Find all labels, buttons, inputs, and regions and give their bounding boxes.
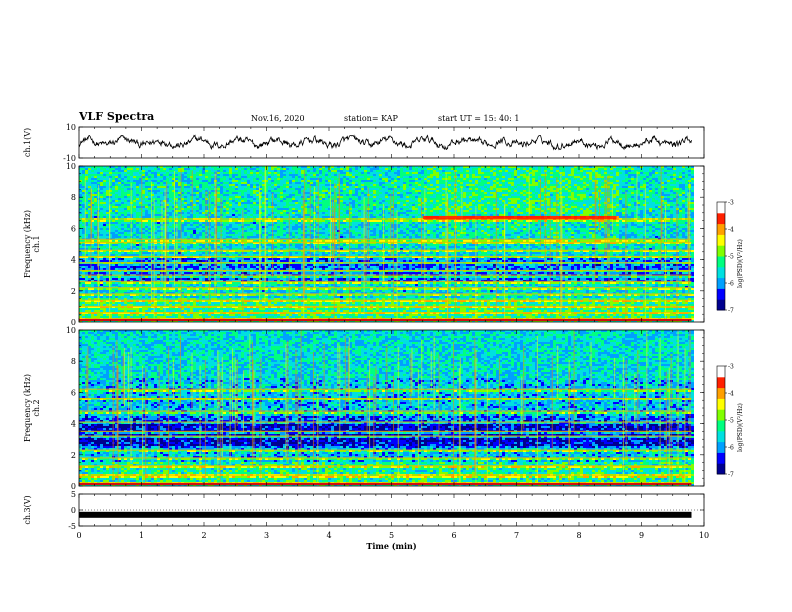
tone-line bbox=[79, 281, 692, 282]
ch1-spectrogram-panel: -3-4-5-6-7log(PSD)(V²/Hz)0246810ch.1Freq… bbox=[23, 162, 744, 327]
ch1-waveform-frame bbox=[79, 127, 704, 158]
x-tick-label: 7 bbox=[514, 531, 519, 540]
ch2-spectrogram-panel: -3-4-5-6-7log(PSD)(V²/Hz)0246810ch.2Freq… bbox=[23, 326, 744, 491]
tone-line bbox=[79, 275, 692, 276]
colorbar-tick-label: -6 bbox=[728, 445, 734, 452]
tone-line bbox=[79, 421, 692, 422]
colorbar-tick-label: -4 bbox=[728, 391, 734, 398]
tone-line bbox=[79, 256, 692, 257]
y-tick-label: 10 bbox=[66, 162, 76, 171]
x-axis-label: Time (min) bbox=[366, 541, 416, 551]
y-tick-label: 5 bbox=[71, 490, 76, 499]
colorbar-tick-label: -4 bbox=[728, 227, 734, 234]
y-tick-label: 2 bbox=[71, 451, 76, 460]
y-tick-label: 2 bbox=[71, 287, 76, 296]
y-tick-label: 0 bbox=[71, 506, 76, 515]
x-tick-label: 0 bbox=[76, 531, 81, 540]
tone-line bbox=[79, 398, 692, 399]
x-tick-label: 3 bbox=[264, 531, 269, 540]
x-tick-label: 1 bbox=[139, 531, 144, 540]
tone-line bbox=[79, 262, 692, 263]
tone-line bbox=[79, 270, 692, 271]
ch1-spectrogram-cells bbox=[79, 166, 694, 322]
y-tick-label: 8 bbox=[71, 193, 76, 202]
ch2-spectrogram-colorbar: -3 -4 -5 -6 -7 log(PSD)(V²/Hz) bbox=[717, 364, 744, 479]
colorbar-tick-label: -7 bbox=[728, 472, 734, 479]
tone-line bbox=[79, 457, 692, 458]
tone-line bbox=[79, 239, 692, 240]
x-tick-label: 10 bbox=[699, 531, 709, 540]
y-axis-label: ch.2 bbox=[32, 399, 41, 416]
y-tick-label: 4 bbox=[71, 256, 76, 265]
x-tick-label: 8 bbox=[576, 531, 581, 540]
tone-line bbox=[79, 431, 692, 432]
colorbar-tick-label: -3 bbox=[728, 200, 734, 207]
y-axis-label: ch.1(V) bbox=[23, 128, 32, 157]
x-tick-label: 6 bbox=[451, 531, 456, 540]
tone-line bbox=[79, 474, 692, 475]
y-tick-label: 6 bbox=[71, 388, 76, 397]
tone-line bbox=[79, 312, 692, 313]
tone-line bbox=[79, 287, 692, 288]
tone-line bbox=[79, 300, 692, 301]
y-axis-label: ch.3(V) bbox=[23, 495, 32, 524]
y-tick-label: -5 bbox=[68, 522, 76, 531]
colorbar-tick-label: -6 bbox=[728, 281, 734, 288]
y-tick-label: 10 bbox=[66, 123, 76, 132]
tone-line bbox=[79, 465, 692, 466]
baseline-band bbox=[79, 483, 692, 485]
x-tick-label: 4 bbox=[326, 531, 331, 540]
colorbar-label: log(PSD)(V²/Hz) bbox=[737, 403, 744, 452]
colorbar-tick-label: -3 bbox=[728, 364, 734, 371]
ch1-spectrogram-colorbar: -3 -4 -5 -6 -7 log(PSD)(V²/Hz) bbox=[717, 200, 744, 315]
strong-band bbox=[423, 216, 617, 219]
y-axis-label: Frequency (kHz) bbox=[23, 374, 32, 442]
colorbar-tick-label: -5 bbox=[728, 254, 734, 261]
ch1-trace-line bbox=[79, 136, 692, 150]
ch1-waveform-trace bbox=[79, 136, 692, 150]
tone-line bbox=[79, 242, 692, 243]
colorbar-tick-label: -7 bbox=[728, 308, 734, 315]
tone-line bbox=[79, 250, 692, 251]
tone-line bbox=[79, 293, 692, 294]
tone-line bbox=[79, 389, 692, 390]
tone-line bbox=[79, 450, 692, 451]
baseline-band bbox=[79, 319, 692, 321]
x-tick-label: 9 bbox=[639, 531, 644, 540]
y-tick-label: 10 bbox=[66, 326, 76, 335]
colorbar-tick-label: -5 bbox=[728, 418, 734, 425]
y-tick-label: 8 bbox=[71, 357, 76, 366]
ch3-trace-line bbox=[79, 512, 692, 518]
x-tick-label: 2 bbox=[201, 531, 206, 540]
x-tick-label: 5 bbox=[389, 531, 394, 540]
tone-line bbox=[79, 411, 692, 412]
y-tick-label: 4 bbox=[71, 420, 76, 429]
ch3-waveform-trace bbox=[79, 510, 704, 518]
y-axis-label: Frequency (kHz) bbox=[23, 210, 32, 278]
colorbar-label: log(PSD)(V²/Hz) bbox=[737, 239, 744, 288]
y-axis-label: ch.1 bbox=[32, 235, 41, 252]
tone-line bbox=[79, 306, 692, 307]
tone-line bbox=[79, 435, 692, 436]
y-tick-label: 6 bbox=[71, 224, 76, 233]
